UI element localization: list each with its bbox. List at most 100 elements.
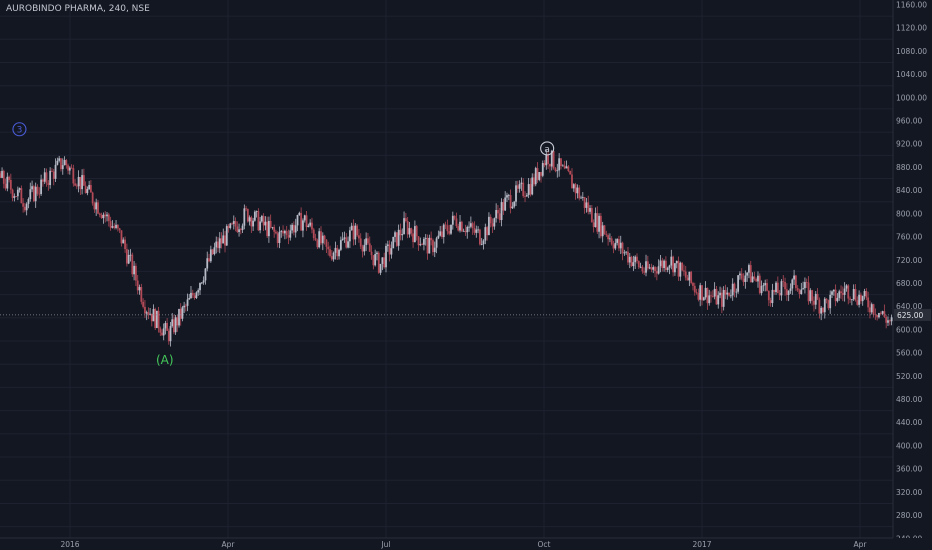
candle-body (428, 237, 431, 254)
candle-body (778, 293, 781, 296)
candle-body (549, 163, 551, 167)
candle-body (227, 226, 230, 229)
price-tick-label: 720.00 (896, 256, 922, 265)
candle-body (516, 185, 519, 189)
candle-body (224, 235, 226, 246)
candle-body (488, 216, 490, 236)
candle-body (34, 186, 37, 202)
candle-body (717, 295, 720, 305)
candle-body (417, 236, 420, 246)
price-tick-label: 1040.00 (896, 70, 927, 79)
candle-body (234, 221, 237, 227)
candle-body (831, 291, 833, 295)
candle-body (596, 213, 599, 232)
candle-body (122, 239, 125, 244)
candle-body (740, 273, 743, 279)
candle-body (79, 176, 82, 190)
candle-body (578, 187, 581, 199)
candle-body (457, 226, 460, 231)
price-tick-label: 440.00 (896, 418, 922, 427)
candle-body (450, 224, 452, 234)
candle-body (11, 189, 14, 198)
candle-body (473, 228, 476, 233)
candle-body (674, 263, 676, 273)
candle-body (858, 294, 860, 305)
candle-body (533, 177, 535, 185)
candle-body (652, 267, 655, 270)
candle-body (325, 239, 328, 247)
candle-body (541, 163, 544, 176)
candle-body (762, 285, 765, 287)
candle-body (89, 185, 92, 193)
candle-body (619, 242, 622, 249)
candle-body (809, 290, 812, 302)
candle-body (184, 305, 187, 307)
candle-body (124, 239, 126, 250)
candle-body (100, 215, 103, 219)
price-tick-label: 680.00 (896, 279, 922, 288)
candle-body (580, 197, 582, 199)
candle-body (336, 247, 339, 257)
candle-body (260, 216, 263, 222)
candle-body (720, 292, 723, 307)
candle-body (484, 227, 487, 241)
candle-body (135, 265, 137, 281)
candle-body (863, 290, 866, 297)
candle-body (179, 308, 182, 319)
candle-body (257, 211, 260, 231)
candle-body (681, 262, 684, 271)
candle-body (731, 283, 734, 296)
candle-body (885, 316, 888, 323)
candle-body (52, 171, 55, 179)
candle-body (176, 317, 179, 326)
candle-body (25, 203, 28, 211)
candle-body (435, 238, 438, 248)
candle-body (347, 241, 349, 248)
candle-body (164, 323, 167, 329)
candle-body (581, 197, 584, 198)
candle-body (881, 311, 884, 314)
candle-body (841, 293, 844, 295)
candle-body (70, 167, 73, 169)
candle-body (394, 232, 396, 237)
candle-body (183, 305, 186, 308)
candles (0, 149, 932, 378)
candle-body (856, 300, 859, 305)
candle-body (166, 323, 169, 331)
candle-body (793, 275, 795, 280)
time-tick-label: Oct (538, 540, 551, 549)
candle-body (832, 289, 835, 292)
candle-body (515, 185, 517, 202)
candle-body (834, 289, 837, 302)
candle-body (406, 221, 409, 235)
candle-body (268, 221, 270, 237)
candle-body (791, 279, 794, 289)
candle-body (61, 165, 64, 170)
candle-body (202, 280, 205, 283)
time-axis[interactable]: 282016AprJulOct2017AprJulOct2018MayAug20… (0, 537, 932, 550)
candle-body (699, 285, 702, 300)
candle-body (29, 189, 32, 200)
candle-body (861, 296, 864, 302)
price-tick-label: 1000.00 (896, 93, 927, 102)
candle-body (102, 214, 105, 219)
candle-body (574, 184, 577, 194)
price-axis[interactable]: 1160.00 1120.00 1080.00 1040.00 1000.00 960.0… (892, 0, 932, 550)
candle-body (609, 238, 611, 240)
candle-body (536, 168, 539, 180)
candle-body (785, 289, 788, 295)
candle-body (648, 267, 651, 269)
candle-body (800, 289, 803, 295)
wave-label-circle (540, 141, 555, 156)
candle-body (293, 224, 295, 233)
candle-body (106, 214, 108, 217)
candle-body (823, 298, 826, 313)
candle-body (229, 223, 232, 229)
candle-body (771, 289, 774, 304)
candle-body (599, 215, 602, 237)
candle-body (74, 183, 76, 186)
candle-body (376, 252, 378, 255)
candle-body (475, 229, 478, 233)
candle-body (345, 237, 348, 248)
